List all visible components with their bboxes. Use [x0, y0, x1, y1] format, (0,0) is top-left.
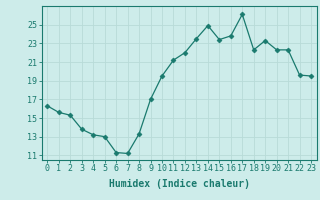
- X-axis label: Humidex (Indice chaleur): Humidex (Indice chaleur): [109, 179, 250, 189]
